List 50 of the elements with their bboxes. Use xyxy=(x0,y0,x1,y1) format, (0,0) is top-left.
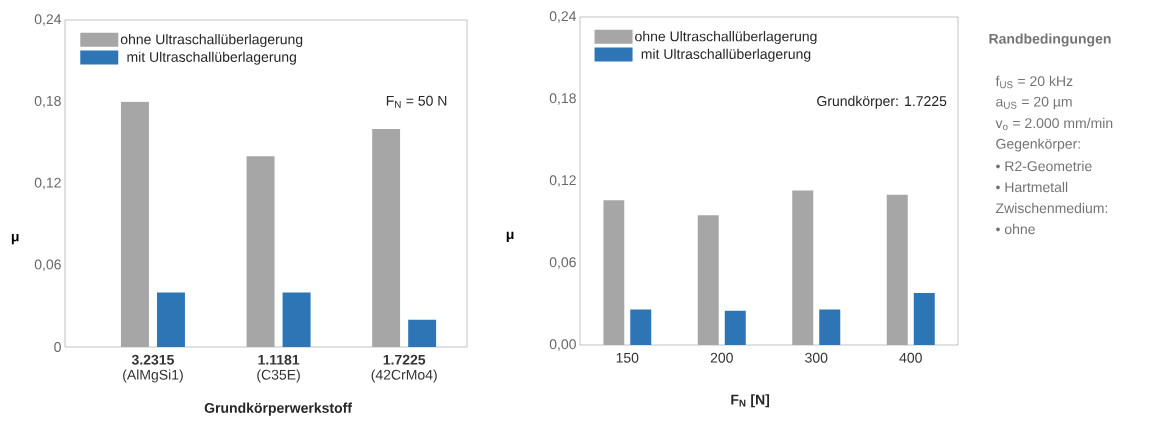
x-tick-label: 200 xyxy=(710,352,733,363)
legend-label: ohne Ultraschallüberlagerung xyxy=(120,34,303,48)
y-axis-title: μ xyxy=(506,231,514,242)
bar xyxy=(697,215,719,346)
bar xyxy=(792,190,814,346)
x-axis-title: F$_{N}$ [N] xyxy=(731,394,770,408)
bar xyxy=(408,319,437,348)
text: • R2-Geometrie xyxy=(996,160,1092,172)
bar xyxy=(913,293,935,346)
y-tick-label: 0 xyxy=(54,342,61,352)
bar xyxy=(156,292,185,348)
y-tick-label: 0,24 xyxy=(549,11,577,23)
bar xyxy=(886,194,908,346)
y-tick-label: 0,24 xyxy=(34,14,62,26)
y-tick-label: 0,18 xyxy=(34,95,61,108)
x-axis-title: Grundkörperwerkstoff xyxy=(204,402,352,416)
text: Zwischenmedium: xyxy=(995,202,1108,214)
legend-label: mit Ultraschallüberlagerung xyxy=(641,48,811,62)
bar xyxy=(630,309,652,346)
text: Randbedingungen xyxy=(989,33,1111,47)
legend-label: ohne Ultraschallüberlagerung xyxy=(635,31,817,45)
bar xyxy=(246,156,275,348)
x-tick-label: 3.2315 (AlMgSi1) xyxy=(123,354,183,383)
annotation: F$_{N}$ = 50 N xyxy=(386,95,447,108)
x-tick-label: 1.7225 (42CrMo4) xyxy=(371,354,437,383)
text: • Hartmetall xyxy=(996,181,1068,193)
bar xyxy=(120,101,149,348)
bar xyxy=(372,129,401,348)
y-axis-title: μ xyxy=(11,233,19,245)
text: • ohne xyxy=(996,223,1035,235)
y-tick-label: 0,12 xyxy=(34,177,61,190)
bar xyxy=(724,310,746,346)
bar xyxy=(819,309,841,346)
annotation: Grundkörper: 1.7225 xyxy=(817,95,947,109)
bar xyxy=(282,292,311,348)
x-tick-label: 300 xyxy=(805,352,828,363)
x-tick-label: 1.1181 (C35E) xyxy=(257,354,300,383)
y-tick-label: 0,06 xyxy=(34,259,61,272)
text: Gegenkörper: xyxy=(996,138,1080,152)
text: v$_{o}$ = 2.000 mm/min xyxy=(995,117,1113,131)
y-tick-label: 0,06 xyxy=(549,257,576,269)
legend-label: mit Ultraschallüberlagerung xyxy=(127,51,296,65)
x-tick-label: 400 xyxy=(899,352,922,363)
text: a$_{US}$ = 20 µm xyxy=(996,96,1072,110)
x-tick-label: 150 xyxy=(616,352,639,363)
text: f$_{US}$ = 20 kHz xyxy=(995,75,1073,89)
y-tick-label: 0,18 xyxy=(549,93,576,105)
y-tick-label: 0,12 xyxy=(549,175,576,187)
y-tick-label: 0,00 xyxy=(549,339,576,351)
bar xyxy=(603,200,625,346)
